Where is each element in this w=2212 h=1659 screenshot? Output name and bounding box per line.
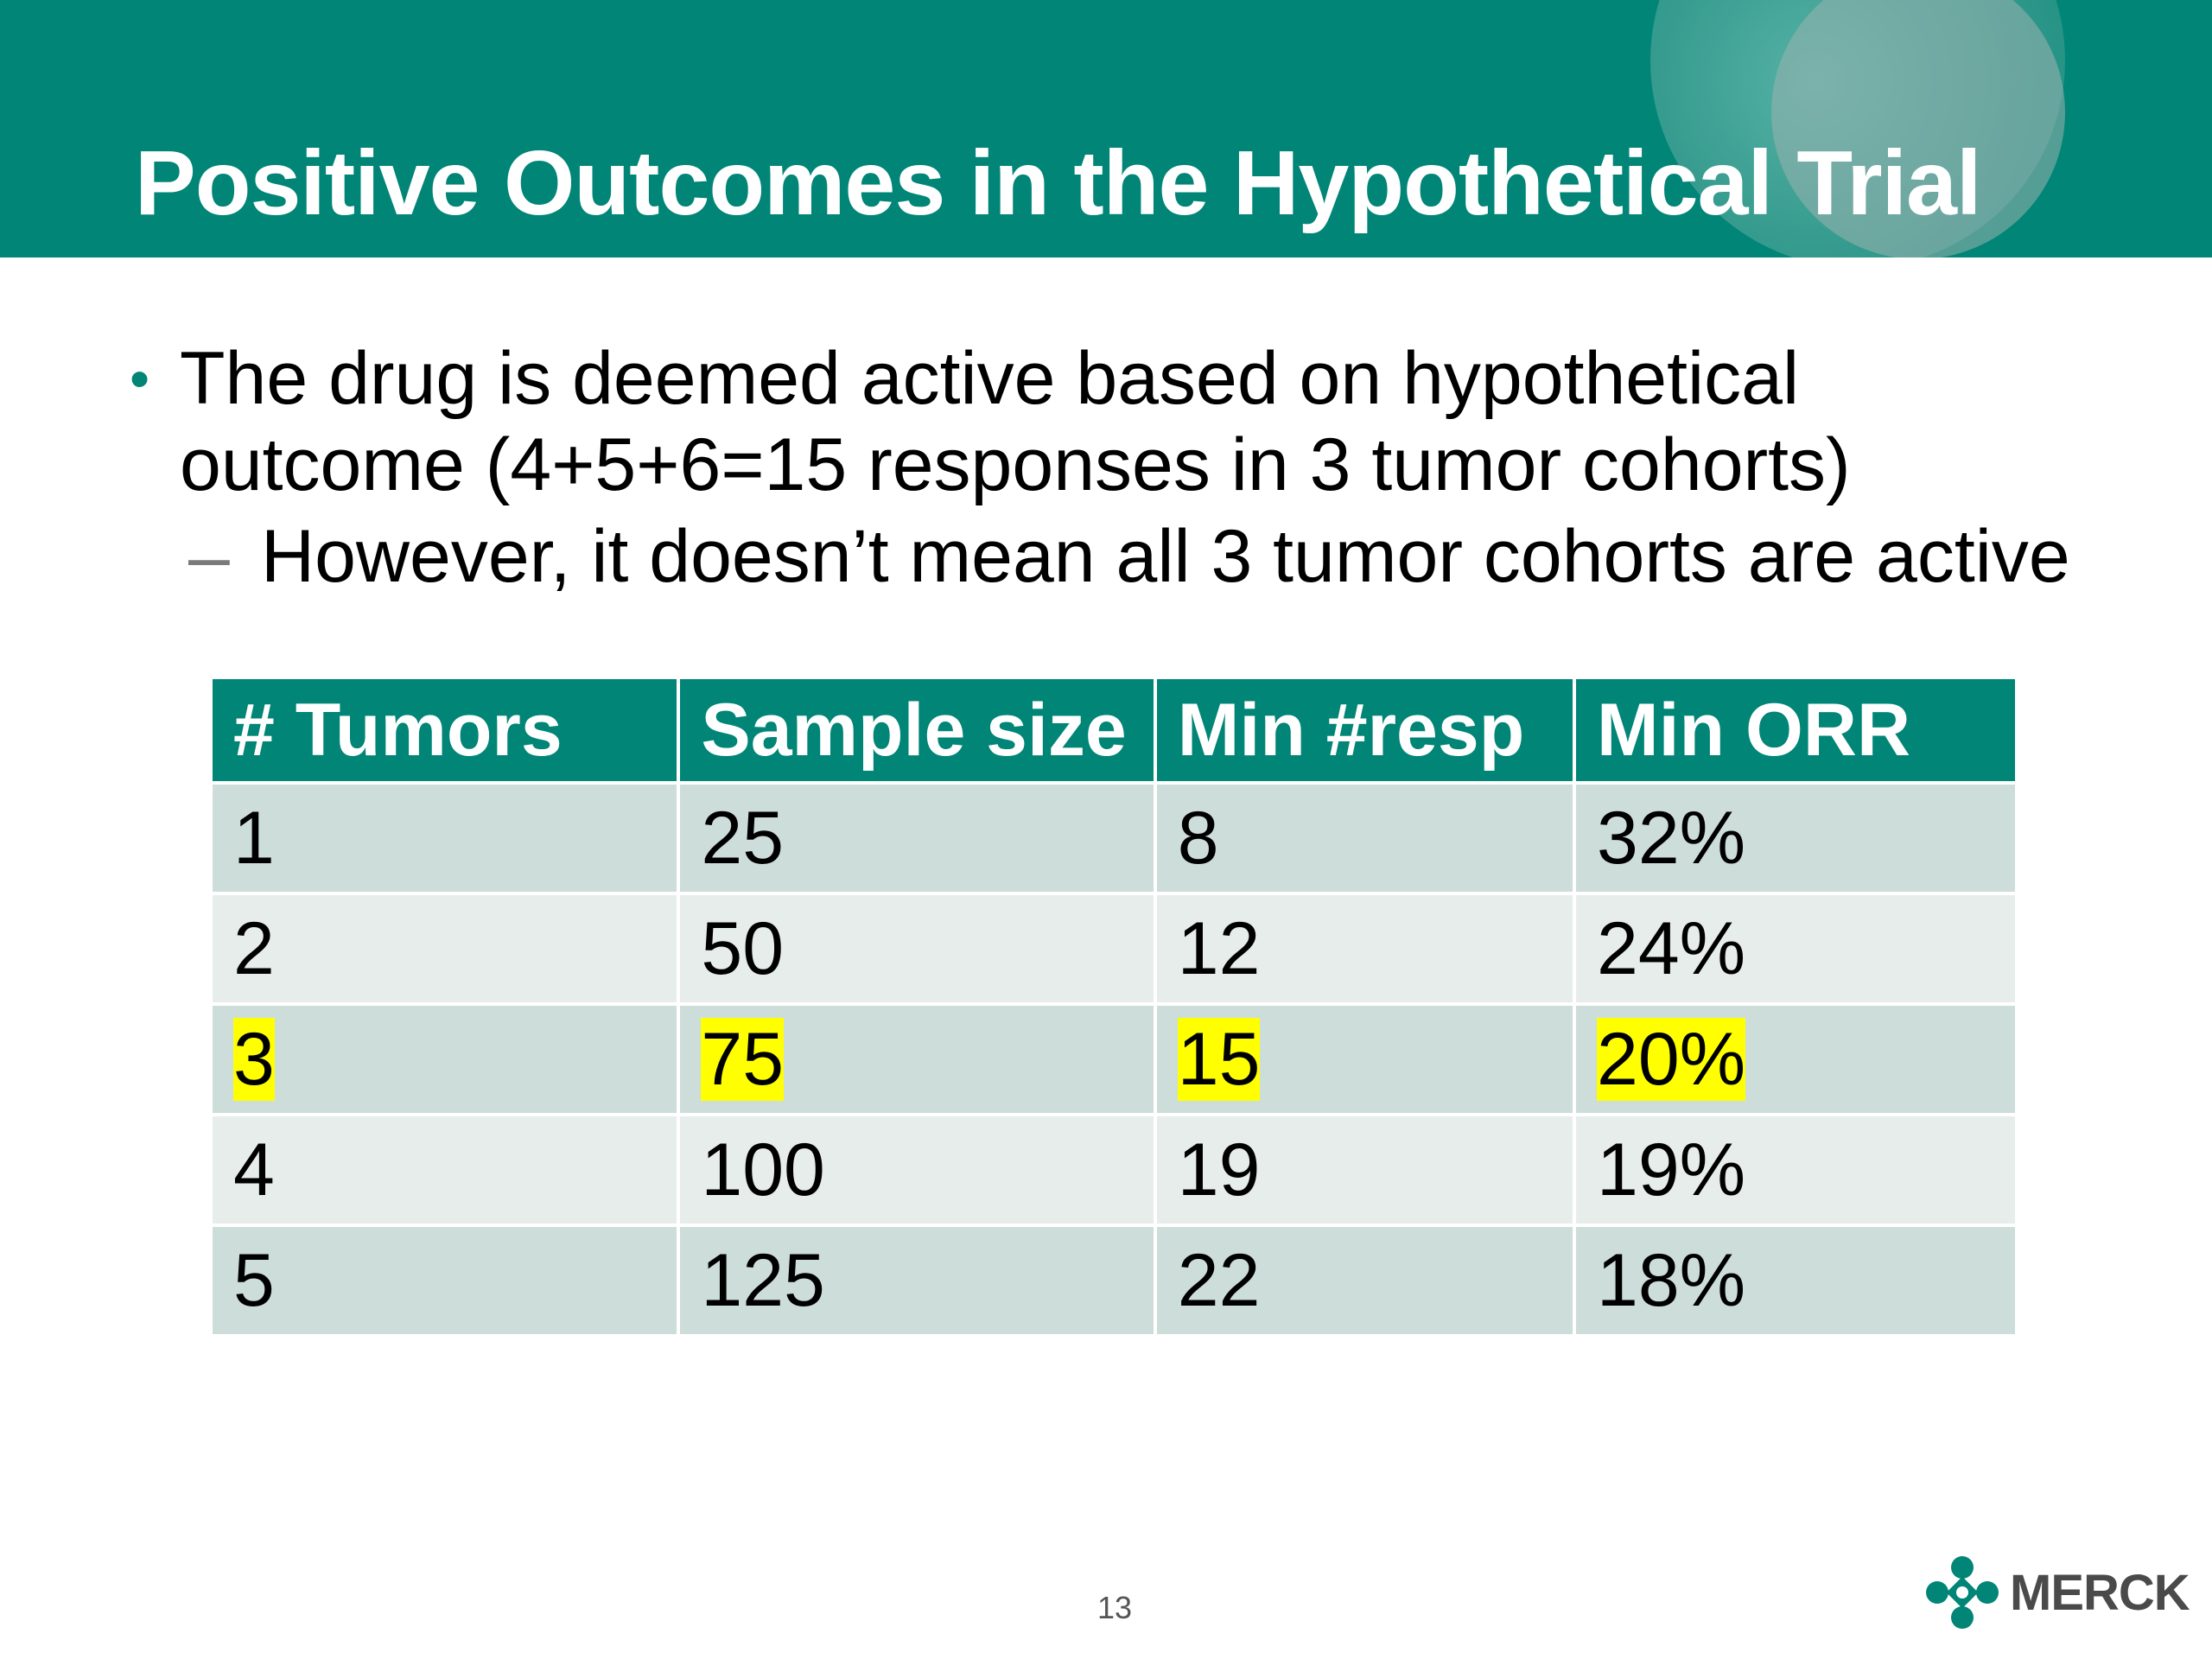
- header-tumors: # Tumors: [213, 679, 677, 781]
- header-min-resp: Min #resp: [1156, 679, 1573, 781]
- cell-tumors: 3: [213, 1006, 677, 1113]
- cell-min-orr: 24%: [1576, 895, 2015, 1002]
- results-table: # Tumors Sample size Min #resp Min ORR 1…: [213, 679, 2022, 1334]
- page-title: Positive Outcomes in the Hypothetical Tr…: [135, 132, 1981, 234]
- dash-icon: –: [188, 515, 230, 598]
- cell-sample-size: 50: [680, 895, 1154, 1002]
- cell-tumors: 1: [213, 785, 677, 892]
- cell-sample-size: 125: [680, 1227, 1154, 1334]
- merck-logo-text: MERCK: [2010, 1564, 2190, 1621]
- sub-bullet-text: However, it doesn’t mean all 3 tumor coh…: [261, 515, 2070, 598]
- cell-tumors: 5: [213, 1227, 677, 1334]
- header-decoration-ring: [1771, 0, 2065, 257]
- bullet-list: • The drug is deemed active based on hypo…: [130, 335, 2117, 600]
- bullet-text-line2: outcome (4+5+6=15 responses in 3 tumor c…: [180, 423, 1851, 506]
- header-sample-size: Sample size: [680, 679, 1154, 781]
- bullet-dot-icon: •: [130, 346, 150, 410]
- table-row: 5 125 22 18%: [213, 1227, 2015, 1334]
- table-row: 2 50 12 24%: [213, 895, 2015, 1002]
- cell-min-resp: 19: [1156, 1116, 1573, 1224]
- cell-min-resp: 22: [1156, 1227, 1573, 1334]
- header-min-orr: Min ORR: [1576, 679, 2015, 781]
- sub-bullet-item: – However, it doesn’t mean all 3 tumor co…: [130, 513, 2117, 600]
- cell-tumors: 2: [213, 895, 677, 1002]
- bullet-item: • The drug is deemed active based on hypo…: [130, 335, 2117, 422]
- highlighted-value: 15: [1177, 1017, 1261, 1101]
- merck-logo: MERCK: [1925, 1555, 2190, 1630]
- highlighted-value: 20%: [1597, 1017, 1746, 1101]
- bullet-text-line1: The drug is deemed active based on hypot…: [180, 337, 1800, 420]
- cell-min-resp: 8: [1156, 785, 1573, 892]
- cell-min-orr: 32%: [1576, 785, 2015, 892]
- table-header-row: # Tumors Sample size Min #resp Min ORR: [213, 679, 2015, 781]
- cell-min-orr: 20%: [1576, 1006, 2015, 1113]
- cell-min-orr: 19%: [1576, 1116, 2015, 1224]
- cell-tumors: 4: [213, 1116, 677, 1224]
- cell-min-orr: 18%: [1576, 1227, 2015, 1334]
- cell-min-resp: 15: [1156, 1006, 1573, 1113]
- table-row-highlighted: 3 75 15 20%: [213, 1006, 2015, 1113]
- cell-sample-size: 75: [680, 1006, 1154, 1113]
- page-number: 13: [1097, 1590, 1133, 1625]
- bullet-item-continuation: outcome (4+5+6=15 responses in 3 tumor c…: [130, 422, 2117, 508]
- cell-min-resp: 12: [1156, 895, 1573, 1002]
- merck-logo-icon: [1926, 1556, 1999, 1629]
- table-row: 1 25 8 32%: [213, 785, 2015, 892]
- cell-sample-size: 100: [680, 1116, 1154, 1224]
- highlighted-value: 3: [233, 1017, 275, 1101]
- header-band: [0, 0, 2212, 257]
- table-row: 4 100 19 19%: [213, 1116, 2015, 1224]
- highlighted-value: 75: [701, 1017, 785, 1101]
- cell-sample-size: 25: [680, 785, 1154, 892]
